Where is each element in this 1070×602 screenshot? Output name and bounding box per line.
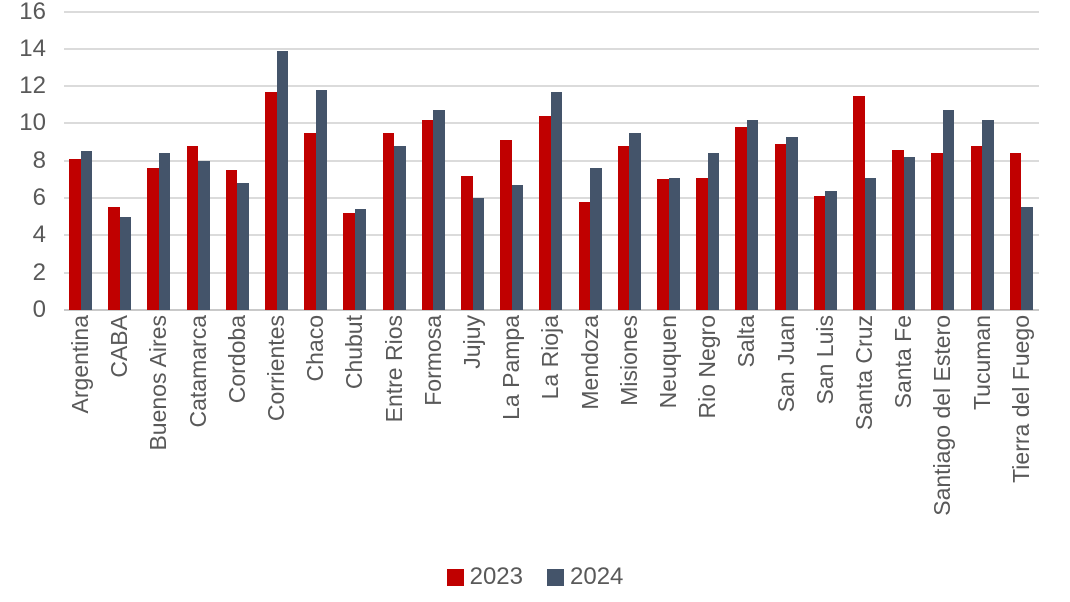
bar-2024 bbox=[982, 119, 994, 310]
x-axis-label: San Luis bbox=[811, 315, 838, 405]
chart-legend: 2023 2024 bbox=[0, 561, 1070, 593]
x-axis-label: Cordoba bbox=[223, 315, 250, 404]
legend-swatch-2024 bbox=[547, 568, 564, 586]
y-axis-label: 8 bbox=[32, 146, 46, 174]
bar-2023 bbox=[343, 213, 355, 310]
bar-2023 bbox=[578, 201, 591, 310]
bar-2023 bbox=[696, 177, 708, 310]
x-axis-label: Santiago del Estero bbox=[929, 315, 956, 516]
bar-2024 bbox=[433, 110, 445, 310]
bar-2024 bbox=[472, 198, 484, 310]
bar-2023 bbox=[500, 140, 512, 310]
bar-2024 bbox=[394, 145, 406, 310]
x-axis-label: Formosa bbox=[419, 315, 446, 406]
bar-2023 bbox=[186, 145, 199, 310]
bar-2023 bbox=[461, 175, 473, 310]
x-axis-label: Corrientes bbox=[262, 315, 289, 422]
y-axis-label: 2 bbox=[32, 258, 46, 286]
bar-2023 bbox=[1009, 153, 1022, 310]
legend-label-2023: 2023 bbox=[469, 563, 523, 590]
bar-2024 bbox=[158, 153, 171, 310]
bar-2024 bbox=[786, 136, 798, 310]
bar-2024 bbox=[198, 160, 210, 310]
bar-2023 bbox=[657, 179, 669, 310]
legend-item-2024: 2024 bbox=[547, 563, 623, 591]
x-axis-label: Catamarca bbox=[184, 315, 211, 428]
gridline bbox=[64, 10, 1039, 13]
bar-2023 bbox=[382, 132, 395, 310]
x-axis-label: CABA bbox=[106, 315, 133, 378]
bar-2023 bbox=[931, 153, 943, 310]
x-axis-label: Entre Rios bbox=[380, 315, 407, 423]
bar-2023 bbox=[813, 196, 826, 310]
bar-2024 bbox=[629, 132, 641, 310]
bar-2023 bbox=[225, 170, 238, 310]
bar-2023 bbox=[853, 95, 865, 310]
x-axis-label: San Juan bbox=[772, 315, 799, 413]
x-axis-label: Argentina bbox=[66, 315, 93, 414]
x-axis-label: Salta bbox=[733, 315, 760, 368]
x-axis-line bbox=[64, 309, 1039, 311]
bar-2023 bbox=[892, 149, 904, 310]
bar-2024 bbox=[590, 168, 602, 310]
bar-2024 bbox=[668, 177, 680, 310]
bar-2024 bbox=[80, 151, 92, 310]
bar-2024 bbox=[746, 119, 759, 310]
x-axis-label: Santa Cruz bbox=[850, 315, 877, 431]
bar-2023 bbox=[774, 144, 787, 310]
x-axis-label: Mendoza bbox=[576, 315, 603, 410]
bar-2023 bbox=[735, 127, 747, 310]
bar-2023 bbox=[265, 91, 277, 310]
x-axis-label: Neuquen bbox=[654, 315, 681, 409]
x-axis-label: Buenos Aires bbox=[145, 315, 172, 451]
x-axis-label: Rio Negro bbox=[694, 315, 721, 419]
bar-2024 bbox=[864, 177, 876, 310]
bar-2024 bbox=[942, 110, 955, 310]
bar-2024 bbox=[511, 185, 524, 310]
bar-2024 bbox=[315, 89, 328, 310]
bar-2023 bbox=[304, 132, 316, 310]
bar-2023 bbox=[970, 145, 983, 310]
x-axis-label: Chaco bbox=[302, 315, 329, 382]
gridline bbox=[64, 47, 1039, 50]
y-axis-label: 4 bbox=[32, 221, 46, 249]
legend-swatch-2023 bbox=[446, 568, 464, 586]
x-axis-label: Santa Fe bbox=[890, 315, 917, 409]
y-axis-label: 0 bbox=[32, 296, 46, 323]
y-axis-label: 14 bbox=[19, 34, 46, 62]
bar-2023 bbox=[108, 207, 120, 310]
x-axis-label: Chubut bbox=[341, 315, 368, 390]
x-axis-label: La Pampa bbox=[498, 315, 525, 420]
bar-2023 bbox=[421, 119, 434, 310]
bar-2024 bbox=[276, 50, 288, 310]
bar-2023 bbox=[147, 168, 159, 310]
legend-item-2023: 2023 bbox=[446, 563, 523, 591]
gridline bbox=[64, 85, 1039, 88]
y-axis-label: 10 bbox=[19, 109, 46, 137]
bar-2024 bbox=[825, 190, 837, 310]
bar-2024 bbox=[903, 157, 916, 310]
x-axis-label: La Rioja bbox=[537, 315, 564, 400]
bar-2024 bbox=[707, 153, 720, 310]
bar-2024 bbox=[119, 216, 132, 310]
bar-2024 bbox=[237, 183, 249, 310]
legend-label-2024: 2024 bbox=[570, 563, 624, 590]
x-axis-label: Tierra del Fuego bbox=[1007, 315, 1034, 483]
y-axis-label: 16 bbox=[19, 0, 46, 25]
bar-2024 bbox=[354, 209, 367, 310]
y-axis-label: 12 bbox=[19, 72, 46, 100]
x-axis-label: Jujuy bbox=[458, 315, 485, 369]
bar-2023 bbox=[617, 145, 630, 310]
bar-2023 bbox=[69, 158, 81, 310]
x-axis-label: Misiones bbox=[615, 315, 642, 406]
x-axis-label: Tucuman bbox=[968, 315, 995, 411]
y-axis-label: 6 bbox=[32, 184, 46, 212]
bar-2023 bbox=[539, 116, 551, 310]
bar-2024 bbox=[1021, 207, 1033, 310]
bar-2024 bbox=[550, 91, 563, 310]
